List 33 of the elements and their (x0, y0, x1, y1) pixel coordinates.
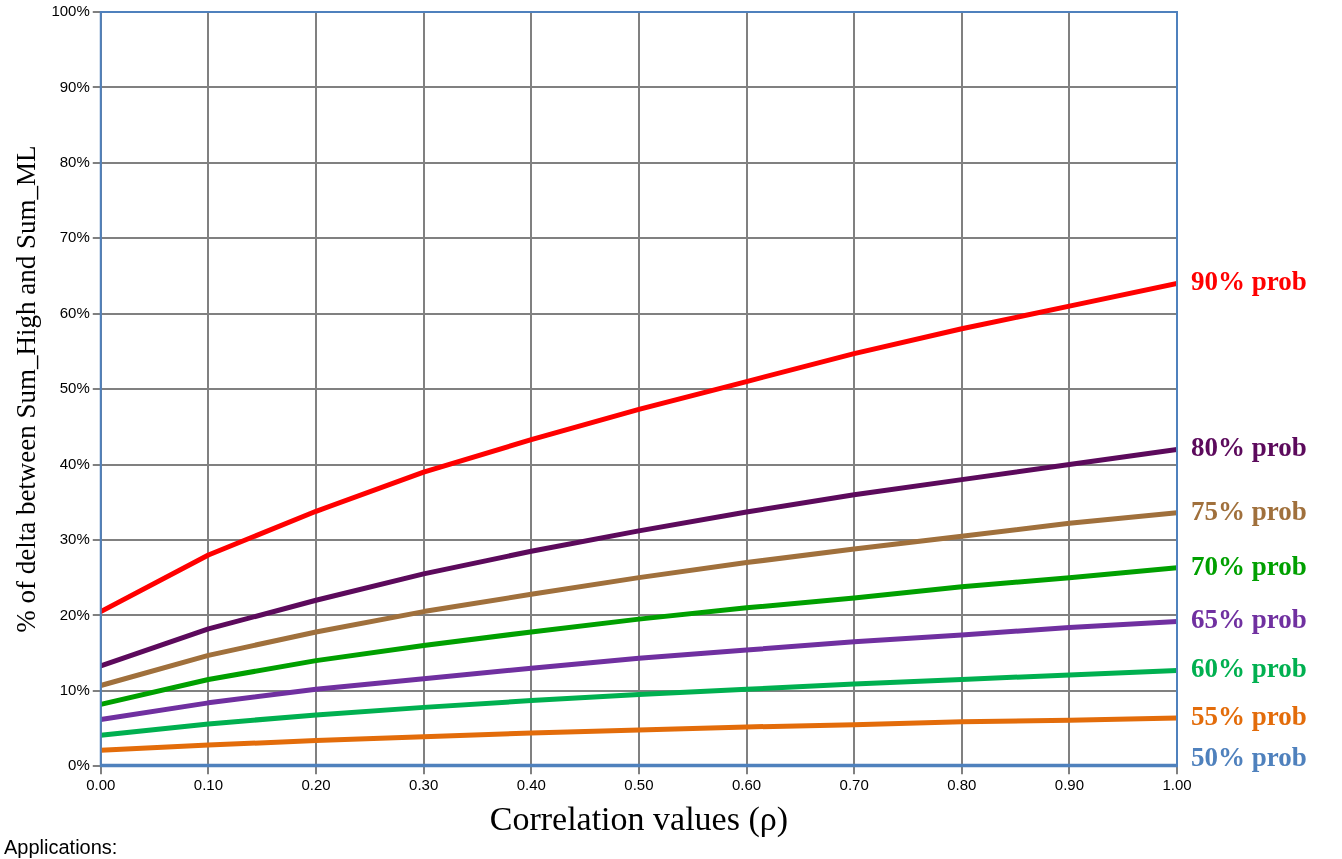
series-label: 70% prob (1191, 550, 1307, 581)
y-tick-label: 60% (59, 303, 90, 321)
x-tick-label: 0.90 (1054, 776, 1084, 794)
series-label: 75% prob (1191, 495, 1307, 526)
series-label: 90% prob (1191, 266, 1307, 297)
x-tick-label: 0.20 (301, 776, 331, 794)
y-tick-label: 70% (59, 228, 90, 246)
x-tick-label: 0.00 (86, 776, 116, 794)
series-label: 55% prob (1191, 700, 1307, 731)
y-tick-label: 30% (59, 530, 90, 548)
series-label: 80% prob (1191, 432, 1307, 463)
y-tick-label: 100% (51, 2, 90, 20)
y-tick-label: 0% (68, 756, 90, 774)
series-label: 60% prob (1191, 653, 1307, 684)
x-tick-label: 0.70 (839, 776, 869, 794)
x-tick-label: 0.30 (409, 776, 439, 794)
y-tick-label: 10% (59, 680, 90, 698)
y-tick-label: 80% (59, 152, 90, 170)
y-tick-label: 40% (59, 454, 90, 472)
x-tick-label: 0.60 (731, 776, 762, 794)
series-label: 50% prob (1191, 742, 1307, 773)
y-tick-label: 20% (59, 605, 90, 623)
y-tick-label: 50% (59, 379, 90, 397)
x-tick-label: 0.80 (947, 776, 977, 794)
x-tick-label: 0.10 (193, 776, 223, 794)
x-axis-title: Correlation values (ρ) (489, 799, 789, 838)
y-tick-label: 90% (59, 77, 90, 95)
y-axis-title: % of delta between Sum_High and Sum_ML (11, 145, 42, 633)
x-tick-label: 1.00 (1162, 776, 1192, 794)
x-tick-label: 0.50 (624, 776, 654, 794)
series-label: 65% prob (1191, 604, 1307, 635)
text: Applications: (4, 836, 118, 859)
x-tick-label: 0.40 (516, 776, 546, 794)
